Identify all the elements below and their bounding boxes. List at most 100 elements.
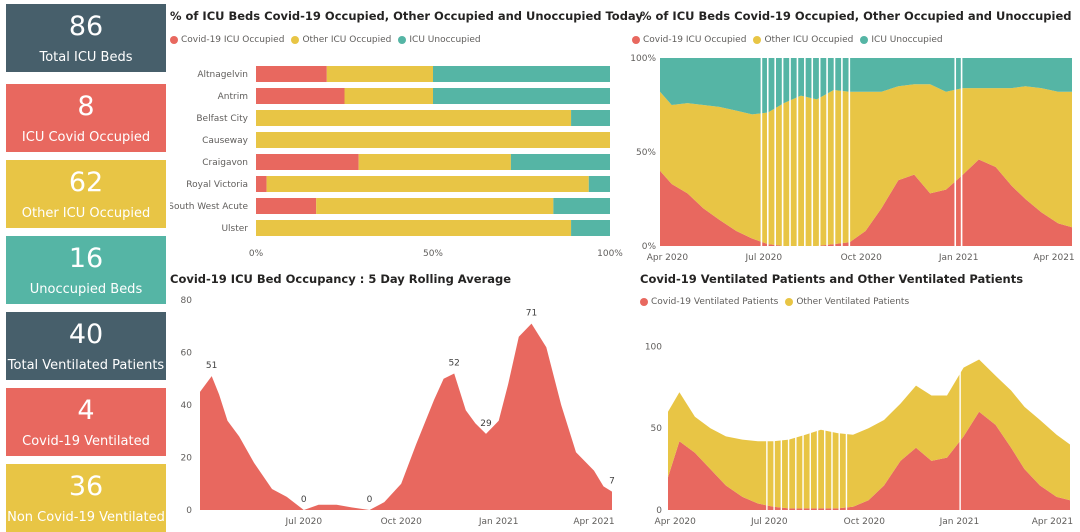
category-label: Altnagelvin	[197, 70, 248, 80]
x-tick-label: Jan 2021	[938, 253, 979, 263]
data-label: 0	[367, 495, 373, 505]
legend-item: ICU Unoccupied	[398, 35, 481, 45]
data-gap	[781, 58, 784, 246]
data-gap	[774, 58, 776, 246]
data-gap	[831, 330, 833, 510]
legend-label: Other ICU Occupied	[302, 35, 392, 45]
data-gap	[954, 58, 957, 246]
area-series	[668, 411, 1070, 510]
legend-label: Other ICU Occupied	[764, 35, 854, 45]
bar-segment	[358, 154, 511, 170]
area-series	[668, 359, 1070, 509]
x-tick-label: 50%	[423, 249, 443, 259]
category-label: Antrim	[218, 92, 248, 102]
legend-label: ICU Unoccupied	[871, 35, 943, 45]
legend-dot	[753, 36, 762, 44]
bar-segment	[256, 176, 267, 192]
rolling-chart-title: Covid-19 ICU Bed Occupancy : 5 Day Rolli…	[170, 272, 512, 286]
kpi-card: 4 Covid-19 Ventilated	[6, 388, 166, 456]
legend-label: Covid-19 ICU Occupied	[643, 35, 747, 45]
ventilated-area-chart: 0 50 100 Apr 2020 Jul 2020 Oct 2020 Jan 2021 Ap…	[645, 330, 1073, 527]
bar-segment	[316, 198, 554, 214]
category-label: South West Acute	[170, 202, 248, 212]
data-gap	[824, 330, 826, 510]
kpi-value: 8	[77, 90, 95, 122]
trend-chart-title: % of ICU Beds Covid-19 Occupied, Other O…	[640, 9, 1072, 23]
kpi-card: 8 ICU Covid Occupied	[6, 84, 166, 152]
data-gap	[838, 330, 840, 510]
y-tick-label: 40	[181, 401, 193, 411]
data-label: 51	[206, 361, 217, 371]
kpi-value: 62	[68, 166, 104, 198]
legend-dot	[785, 298, 794, 306]
legend-item: Other Ventilated Patients	[785, 297, 909, 307]
bar-segment	[256, 110, 572, 126]
legend-label: ICU Unoccupied	[409, 35, 481, 45]
kpi-label: Non Covid-19 Ventilated	[7, 509, 165, 525]
data-gap	[841, 58, 843, 246]
kpi-value: 16	[68, 242, 104, 274]
bar-segment	[433, 88, 610, 104]
y-tick-label: 0	[656, 506, 662, 516]
legend-dot	[398, 36, 407, 44]
data-gap	[818, 58, 821, 246]
area-series	[660, 159, 1072, 246]
data-gap	[795, 330, 797, 510]
data-gap	[802, 330, 804, 510]
bar-segment	[256, 220, 572, 236]
data-gap	[789, 58, 791, 246]
x-tick-label: Apr 2021	[1033, 253, 1074, 263]
x-tick-label: Oct 2020	[844, 517, 886, 527]
kpi-label: Total Ventilated Patients	[7, 357, 165, 373]
trend-area-chart: 0% 50% 100% Apr 2020 Jul 2020 Oct 2020 Jan 202…	[630, 54, 1074, 263]
category-label: Royal Victoria	[186, 180, 248, 190]
data-gap	[780, 330, 783, 510]
legend-dot	[632, 36, 640, 44]
data-gap	[773, 330, 775, 510]
data-gap	[845, 330, 848, 510]
data-label: 29	[480, 419, 492, 429]
bar-segment	[256, 66, 327, 82]
kpi-card: 86 Total ICU Beds	[6, 4, 166, 72]
kpi-label: Total ICU Beds	[39, 49, 133, 65]
data-label: 52	[448, 359, 459, 369]
kpi-value: 40	[68, 318, 104, 350]
bar-segment	[588, 176, 610, 192]
bar-segment	[433, 66, 610, 82]
legend-dot	[860, 36, 869, 44]
y-tick-label: 100%	[630, 54, 656, 64]
category-label: Craigavon	[202, 158, 248, 168]
data-gap	[848, 58, 851, 246]
legend-item: Other ICU Occupied	[291, 35, 391, 45]
bar-segment	[256, 132, 610, 148]
x-tick-label: Apr 2021	[573, 517, 614, 527]
legend-item: Other ICU Occupied	[753, 35, 853, 45]
x-tick-label: Jul 2020	[284, 517, 322, 527]
kpi-card: 40 Total Ventilated Patients	[6, 312, 166, 380]
legend-item: Covid-19 ICU Occupied	[170, 35, 284, 45]
bar-segment	[344, 88, 433, 104]
ventilated-chart-title: Covid-19 Ventilated Patients and Other V…	[640, 272, 1024, 286]
bar-segment	[571, 110, 610, 126]
y-tick-label: 0	[186, 506, 192, 516]
legend-dot	[291, 36, 300, 44]
y-tick-label: 100	[645, 342, 662, 352]
bar-segment	[571, 220, 610, 236]
kpi-label: Other ICU Occupied	[21, 205, 151, 221]
kpi-card: 16 Unoccupied Beds	[6, 236, 166, 304]
kpi-value: 86	[68, 10, 104, 42]
y-tick-label: 80	[181, 296, 193, 306]
bar-segment	[266, 176, 589, 192]
area-series	[660, 58, 1072, 115]
kpi-label: ICU Covid Occupied	[21, 129, 151, 145]
category-label: Ulster	[221, 224, 248, 234]
legend-item: Covid-19 ICU Occupied	[632, 35, 746, 45]
kpi-label: Unoccupied Beds	[29, 281, 143, 297]
legend-dot	[640, 298, 648, 306]
category-label: Belfast City	[196, 114, 248, 124]
data-gap	[826, 58, 828, 246]
y-tick-label: 50%	[636, 148, 656, 158]
x-tick-label: Apr 2020	[647, 253, 689, 263]
data-gap	[796, 58, 799, 246]
category-label: Causeway	[202, 136, 249, 146]
